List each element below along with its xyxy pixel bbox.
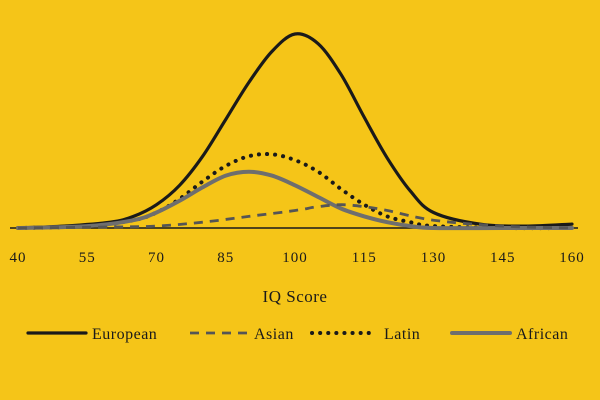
legend-label-african: African <box>516 326 568 343</box>
x-tick-label: 85 <box>217 250 234 266</box>
x-tick-label: 55 <box>79 250 96 266</box>
x-axis-title: IQ Score <box>263 287 328 306</box>
legend-item-european: European <box>26 326 157 343</box>
x-tick-label: 130 <box>421 250 447 266</box>
x-tick-labels: 40 55 70 85 100 115 130 145 160 <box>10 250 585 266</box>
legend-label-asian: Asian <box>254 326 294 343</box>
series-line-latin <box>16 152 574 231</box>
legend-item-asian: Asian <box>190 326 294 343</box>
series-line-european <box>16 32 574 230</box>
series-layer <box>16 32 574 231</box>
series-line-african <box>16 169 574 231</box>
x-tick-label: 115 <box>352 250 377 266</box>
x-tick-label: 70 <box>148 250 165 266</box>
x-tick-label: 40 <box>10 250 27 266</box>
x-tick-label: 100 <box>282 250 308 266</box>
series-line-asian <box>17 203 573 230</box>
legend: European Asian Latin African <box>26 326 568 343</box>
legend-item-latin: Latin <box>310 326 420 343</box>
x-tick-label: 145 <box>490 250 516 266</box>
x-tick-label: 160 <box>559 250 585 266</box>
legend-label-latin: Latin <box>384 326 420 343</box>
legend-item-african: African <box>450 326 568 343</box>
legend-label-european: European <box>92 326 157 343</box>
